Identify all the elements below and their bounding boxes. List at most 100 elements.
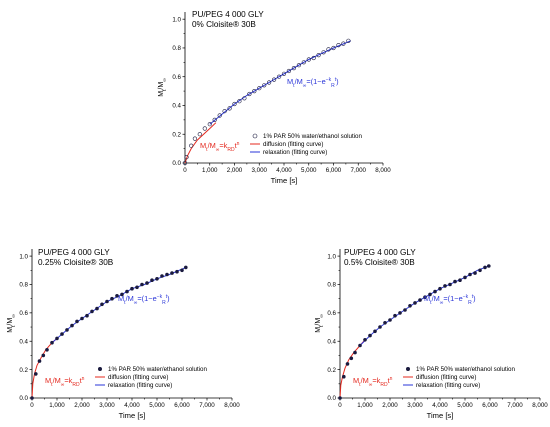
- data-point: [85, 313, 89, 318]
- y-tick-label: 0.8: [19, 282, 28, 289]
- diffusion-equation: Mt/M∞=kRDtn: [45, 376, 85, 388]
- y-tick-label: 0.6: [172, 74, 181, 81]
- data-point: [338, 396, 342, 400]
- data-point: [458, 278, 462, 283]
- data-point: [80, 316, 84, 321]
- data-point: [182, 160, 188, 166]
- data-point: [448, 282, 452, 287]
- legend: 1% PAR 50% water/ethanol solutiondiffusi…: [403, 366, 516, 389]
- x-tick-label: 6,000: [482, 402, 498, 409]
- data-point: [150, 278, 154, 283]
- y-tick-label: 0.4: [172, 103, 181, 110]
- data-point: [262, 83, 267, 88]
- data-point: [316, 52, 321, 58]
- x-tick-label: 7,000: [199, 402, 215, 409]
- data-point: [130, 286, 134, 291]
- x-tick-label: 6,000: [326, 167, 342, 174]
- data-point: [331, 45, 336, 51]
- data-point: [75, 319, 79, 324]
- data-point: [140, 282, 144, 287]
- data-point: [90, 309, 94, 314]
- data-point: [227, 106, 232, 111]
- legend: 1% PAR 50% water/ethanol solutiondiffusi…: [95, 366, 208, 389]
- data-point: [403, 308, 407, 312]
- data-point: [286, 68, 292, 74]
- data-point: [336, 42, 341, 48]
- legend-label-diffusion: diffusion (fitting curve): [108, 374, 168, 381]
- x-tick-label: 7,000: [507, 402, 523, 409]
- chart-panel-p2: 0 1,000 2,000 3,000 4,000 5,000 6,000 7,000 8,00…: [315, 248, 548, 420]
- data-point: [180, 268, 184, 273]
- diffusion-equation: Mt/M∞=kRDtn: [353, 376, 393, 388]
- data-point: [443, 284, 447, 288]
- x-axis-label: Time [s]: [271, 176, 298, 185]
- data-point: [192, 136, 197, 141]
- data-point: [468, 272, 472, 277]
- x-tick-label: 4,000: [432, 402, 448, 409]
- data-point: [202, 126, 207, 131]
- y-tick-label: 1.0: [172, 16, 181, 23]
- legend-marker-data: [98, 367, 102, 371]
- x-tick-label: 5,000: [301, 167, 317, 174]
- relaxation-curve: [209, 40, 351, 125]
- data-point: [463, 275, 467, 280]
- data-point: [212, 117, 217, 122]
- data-point: [237, 99, 242, 104]
- data-point: [70, 323, 74, 328]
- chart-title: PU/PEG 4 000 GLY: [344, 248, 416, 257]
- data-point: [326, 47, 331, 52]
- data-point: [413, 301, 417, 305]
- y-axis-label: Mt/M∞: [7, 314, 17, 333]
- x-tick-label: 0: [183, 167, 187, 174]
- data-point: [145, 281, 149, 285]
- data-point: [189, 143, 194, 148]
- data-point: [378, 325, 382, 329]
- data-point: [30, 396, 34, 400]
- data-point: [423, 295, 427, 300]
- data-point: [175, 269, 179, 274]
- data-point: [398, 311, 402, 315]
- x-tick-label: 0: [338, 402, 342, 409]
- data-point: [105, 299, 109, 304]
- legend-label-diffusion: diffusion (fitting curve): [263, 141, 323, 148]
- x-tick-label: 5,000: [457, 402, 473, 409]
- data-point: [353, 350, 357, 355]
- data-point: [368, 333, 372, 338]
- y-tick-label: 0.0: [172, 160, 181, 167]
- data-point: [483, 265, 487, 270]
- data-point: [306, 57, 311, 62]
- x-tick-label: 1,000: [49, 402, 65, 409]
- y-tick-label: 0.0: [327, 395, 336, 402]
- x-tick-label: 3,000: [252, 167, 268, 174]
- data-point: [473, 271, 477, 275]
- legend-marker-data: [406, 367, 410, 371]
- data-point: [125, 289, 129, 294]
- data-point: [222, 109, 227, 114]
- relaxation-equation: Mt/M∞=(1−e−kRt): [287, 77, 339, 89]
- data-point: [45, 348, 49, 352]
- data-point: [358, 343, 362, 348]
- x-tick-label: 7,000: [351, 167, 367, 174]
- data-point: [217, 113, 222, 118]
- diffusion-equation: Mt/M∞=kRDtn: [200, 141, 240, 153]
- chart-subtitle: 0% Cloisite® 30B: [192, 20, 256, 29]
- data-point: [418, 298, 422, 302]
- x-tick-label: 5,000: [149, 402, 165, 409]
- data-point: [345, 362, 350, 366]
- data-point: [65, 328, 69, 332]
- x-tick-label: 8,000: [532, 402, 548, 409]
- data-point: [257, 86, 262, 91]
- data-point: [373, 329, 377, 334]
- data-point: [50, 340, 54, 345]
- x-axis-label: Time [s]: [119, 411, 146, 420]
- data-point: [363, 338, 367, 342]
- legend-label-relaxation: relaxation (fitting curve): [416, 382, 480, 389]
- data-point: [388, 318, 392, 322]
- y-tick-label: 0.4: [327, 338, 336, 345]
- data-point: [34, 372, 38, 376]
- y-axis-label: Mt/M∞: [315, 314, 325, 333]
- x-tick-label: 8,000: [375, 167, 391, 174]
- x-tick-label: 4,000: [276, 167, 292, 174]
- data-point: [342, 374, 346, 379]
